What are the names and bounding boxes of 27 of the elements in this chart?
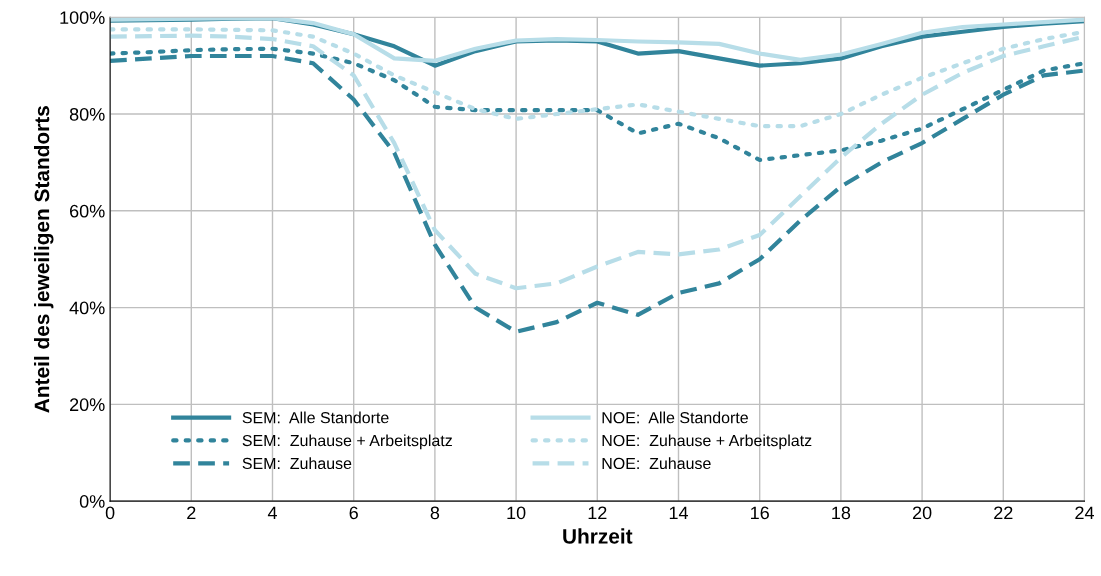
x-tick-label: 18 bbox=[832, 506, 851, 520]
y-tick-label: 20% bbox=[70, 398, 105, 412]
x-tick-label: 8 bbox=[430, 506, 440, 520]
x-tick-label: 12 bbox=[588, 506, 607, 520]
x-tick-label: 10 bbox=[507, 506, 526, 520]
x-tick-label: 2 bbox=[187, 506, 196, 520]
legend-label: NOE: Alle Standorte bbox=[602, 411, 748, 424]
x-tick-label: 6 bbox=[349, 506, 358, 520]
x-tick-label: 22 bbox=[994, 506, 1013, 520]
x-tick-label: 0 bbox=[105, 506, 115, 520]
legend-label: NOE: Zuhause bbox=[602, 457, 711, 470]
x-tick-label: 14 bbox=[669, 506, 689, 520]
y-tick-label: 60% bbox=[70, 204, 105, 218]
x-axis-title: Uhrzeit bbox=[563, 528, 633, 544]
y-tick-label: 80% bbox=[69, 107, 105, 121]
y-axis-title: Anteil des jeweiligen Standorts bbox=[33, 106, 54, 413]
legend-label: SEM: Zuhause + Arbeitsplatz bbox=[242, 434, 452, 450]
x-tick-label: 4 bbox=[267, 506, 277, 520]
legend-label: SEM: Zuhause bbox=[242, 457, 352, 470]
y-tick-label: 40% bbox=[69, 301, 105, 315]
legend-label: SEM: Alle Standorte bbox=[242, 411, 389, 424]
y-tick-label: 100% bbox=[60, 11, 105, 24]
y-tick-label: 0% bbox=[79, 495, 105, 508]
legend-label: NOE: Zuhause + Arbeitsplatz bbox=[602, 434, 812, 450]
x-tick-label: 20 bbox=[912, 506, 932, 520]
x-tick-label: 16 bbox=[751, 506, 769, 520]
x-tick-label: 24 bbox=[1075, 506, 1094, 520]
